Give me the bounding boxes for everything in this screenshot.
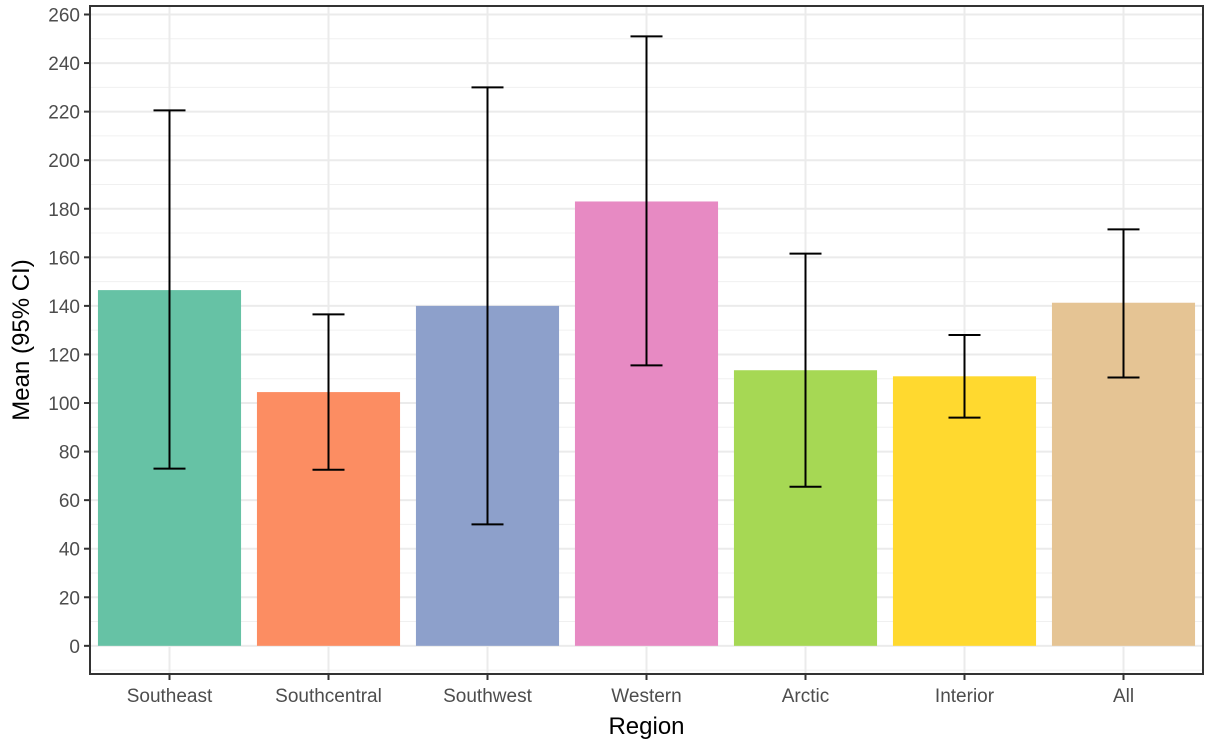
y-tick-label: 140	[48, 297, 80, 318]
bars	[97, 201, 1196, 646]
x-tick-label: Southcentral	[275, 686, 382, 707]
x-tick-label: Southwest	[443, 686, 532, 707]
y-tick-label: 0	[69, 637, 80, 658]
error-bars	[153, 35, 1140, 526]
y-tick-label: 40	[59, 540, 80, 561]
x-axis: Southeast Southcentral Southwest Western Arc…	[127, 674, 1134, 707]
y-tick-label: 260	[48, 5, 80, 26]
y-tick-label: 100	[48, 394, 80, 415]
y-axis: 0 20 40 60 80 100 120 140 160 180 200 220 240 260	[48, 5, 90, 658]
y-tick-label: 160	[48, 248, 80, 269]
x-tick-label: Arctic	[782, 686, 830, 707]
bar	[892, 376, 1037, 646]
x-axis-title: Region	[608, 713, 684, 740]
y-tick-label: 60	[59, 491, 80, 512]
y-tick-label: 120	[48, 345, 80, 366]
y-tick-label: 20	[59, 588, 80, 609]
y-tick-label: 80	[59, 443, 80, 464]
x-tick-label: All	[1113, 686, 1134, 707]
y-axis-title: Mean (95% CI)	[8, 259, 35, 420]
y-tick-label: 180	[48, 200, 80, 221]
x-tick-label: Southeast	[127, 686, 213, 707]
x-tick-label: Interior	[935, 686, 995, 707]
y-tick-label: 200	[48, 151, 80, 172]
x-tick-label: Western	[611, 686, 681, 707]
y-tick-label: 220	[48, 103, 80, 124]
y-tick-label: 240	[48, 54, 80, 75]
